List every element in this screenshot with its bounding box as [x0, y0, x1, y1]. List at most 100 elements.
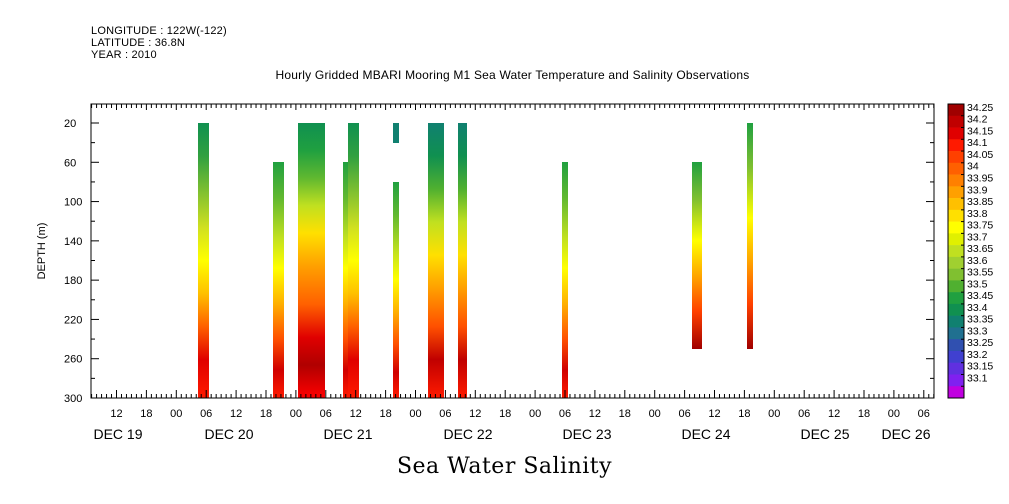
colorbar-swatch — [948, 209, 964, 222]
y-tick-label: 60 — [64, 157, 76, 169]
chart-title-text: Hourly Gridded MBARI Mooring M1 Sea Wate… — [275, 68, 750, 82]
latitude-label: LATITUDE : 36.8N — [91, 37, 186, 49]
colorbar-label: 33.25 — [967, 337, 993, 349]
colorbar-swatch — [948, 174, 964, 187]
x-tick-label: 18 — [260, 408, 272, 420]
x-day-label: DEC 20 — [204, 426, 253, 442]
x-tick-label: 00 — [649, 408, 661, 420]
x-tick-label: 00 — [888, 408, 900, 420]
x-tick-label: 12 — [350, 408, 362, 420]
colorbar-label: 34.2 — [967, 114, 988, 126]
colorbar-label: 33.8 — [967, 208, 988, 220]
colorbar-swatch — [948, 221, 964, 234]
colorbar-label: 34.15 — [967, 125, 993, 137]
x-tick-label: 06 — [678, 408, 690, 420]
x-day-label: DEC 23 — [562, 426, 611, 442]
column-dec23-06 — [562, 162, 568, 398]
colorbar-swatch — [948, 186, 964, 199]
colorbar-label: 33.5 — [967, 278, 988, 290]
colorbar-swatch — [948, 350, 964, 364]
colorbar-label: 33.6 — [967, 255, 988, 267]
x-day-label: DEC 26 — [881, 426, 930, 442]
colorbar-swatch — [948, 327, 964, 340]
x-tick-label: 18 — [619, 408, 631, 420]
x-tick-label: 18 — [738, 408, 750, 420]
colorbar-swatch — [948, 268, 964, 281]
x-tick-label: 00 — [768, 408, 780, 420]
column-dec24-19 — [747, 123, 753, 349]
colorbar-label: 33.35 — [967, 314, 993, 326]
colorbar-label: 33.4 — [967, 302, 988, 314]
x-tick-label: 12 — [589, 408, 601, 420]
colorbar-label: 33.75 — [967, 220, 993, 232]
x-tick-label: 00 — [290, 408, 302, 420]
colorbar-swatch — [948, 245, 964, 258]
column-dec21-19b — [393, 182, 399, 398]
x-axis-labels: 12 18 00 06 12 18 00 06 12 18 00 06 12 18 00 06 12 18 00 06… — [110, 408, 930, 420]
column-dec21-13 — [348, 123, 359, 398]
colorbar-swatch — [948, 151, 964, 164]
colorbar-swatch — [948, 386, 964, 399]
colorbar-label: 34.05 — [967, 149, 993, 161]
colorbar-label: 33.15 — [967, 361, 993, 373]
x-tick-label: 00 — [170, 408, 182, 420]
y-axis-title: DEPTH (m) — [36, 223, 48, 280]
colorbar-swatch — [948, 280, 964, 293]
x-day-labels: DEC 19 DEC 20 DEC 21 DEC 22 DEC 23 DEC 24 DEC … — [93, 426, 930, 442]
colorbar-swatch — [948, 162, 964, 175]
column-dec20-19 — [273, 162, 284, 398]
colorbar-label: 34.25 — [967, 102, 993, 114]
column-dec22-10 — [458, 123, 467, 398]
colorbar-label: 33.3 — [967, 325, 988, 337]
x-tick-label: 12 — [230, 408, 242, 420]
longitude-label: LONGITUDE : 122W(-122) — [91, 25, 227, 37]
x-tick-label: 18 — [379, 408, 391, 420]
x-tick-label: 12 — [110, 408, 122, 420]
x-tick-label: 00 — [529, 408, 541, 420]
y-tick-label: 140 — [64, 236, 82, 248]
x-tick-label: 18 — [499, 408, 511, 420]
colorbar-label: 33.45 — [967, 290, 993, 302]
colorbar-swatch — [948, 115, 964, 128]
colorbar-label: 33.7 — [967, 231, 988, 243]
colorbar-swatch — [948, 362, 964, 375]
colorbar-swatch — [948, 303, 964, 316]
plot-frame — [90, 103, 935, 399]
colorbar-label: 33.9 — [967, 184, 988, 196]
column-dec21-19a — [393, 123, 399, 143]
colorbar-label: 33.95 — [967, 173, 993, 185]
colorbar-swatch — [948, 374, 964, 387]
colorbar-label: 34.1 — [967, 137, 988, 149]
colorbar-swatch — [948, 292, 964, 305]
y-tick-label: 180 — [64, 275, 82, 287]
colorbar-swatch — [948, 104, 964, 117]
column-dec22-03 — [428, 123, 444, 398]
x-tick-label: 00 — [409, 408, 421, 420]
colorbar-swatch — [948, 339, 964, 352]
x-tick-label: 06 — [559, 408, 571, 420]
colorbar-swatch — [948, 256, 964, 269]
year-label: YEAR : 2010 — [91, 49, 157, 61]
x-day-label: DEC 24 — [681, 426, 730, 442]
data-area — [198, 123, 753, 398]
y-tick-label: 220 — [64, 314, 82, 326]
colorbar-swatch — [948, 139, 964, 152]
y-axis-labels: 20 60 100 140 180 220 260 300 — [64, 118, 82, 405]
x-tick-label: 06 — [200, 408, 212, 420]
x-day-label: DEC 25 — [800, 426, 849, 442]
x-tick-label: 06 — [918, 408, 930, 420]
y-tick-label: 100 — [64, 197, 82, 209]
colorbar-swatch — [948, 198, 964, 211]
colorbar-label: 33.85 — [967, 196, 993, 208]
y-tick-label: 260 — [64, 354, 82, 366]
colorbar-frame — [947, 103, 965, 399]
x-tick-label: 06 — [798, 408, 810, 420]
x-day-label: DEC 21 — [323, 426, 372, 442]
column-dec21-02 — [298, 123, 325, 398]
colorbar-label: 33.65 — [967, 243, 993, 255]
chart-title: Hourly Gridded MBARI Mooring M1 Sea Wate… — [0, 68, 1009, 82]
x-tick-label: 12 — [469, 408, 481, 420]
x-tick-label: 18 — [140, 408, 152, 420]
colorbar-swatch — [948, 127, 964, 140]
x-tick-label: 12 — [828, 408, 840, 420]
